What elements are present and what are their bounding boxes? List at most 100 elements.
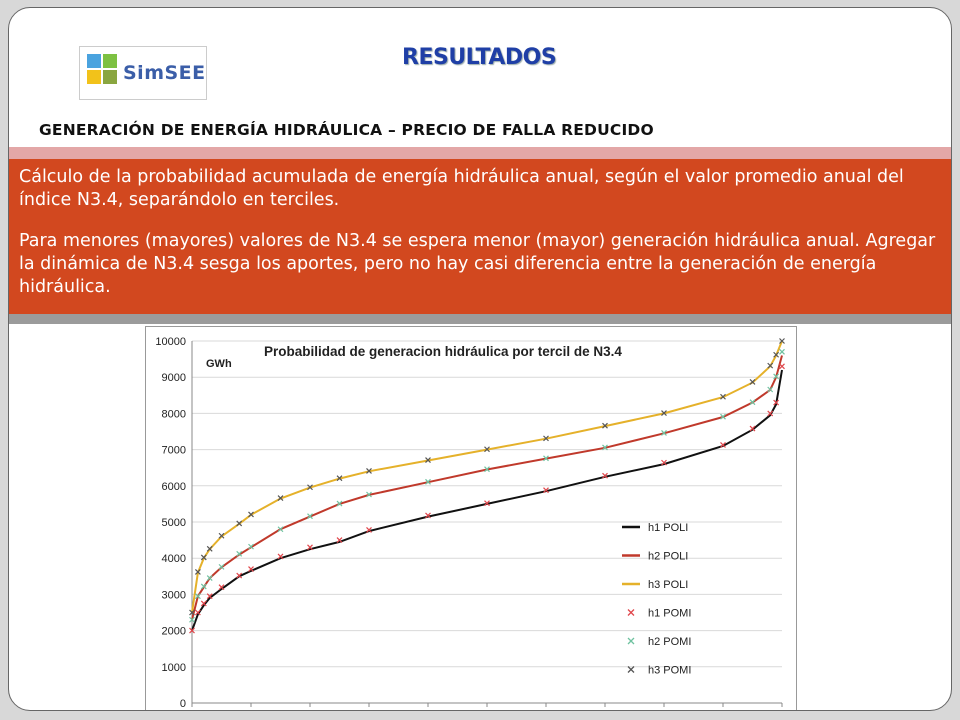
series-line-h3-poli xyxy=(191,340,783,613)
data-point-h3-pomi xyxy=(189,609,195,616)
text-banner xyxy=(9,159,951,314)
accent-bar-top xyxy=(9,147,951,159)
y-tick-label: 6000 xyxy=(162,481,186,493)
data-point-h3-pomi xyxy=(200,554,207,561)
data-point-h3-pomi xyxy=(779,338,785,344)
accent-bar-bottom xyxy=(9,314,951,324)
data-point-h3-pomi xyxy=(194,569,201,575)
data-point-h3-pomi xyxy=(206,545,213,552)
data-point-h1-pomi xyxy=(189,627,195,634)
data-point-h1-pomi xyxy=(194,609,201,616)
data-point-h2-pomi xyxy=(200,583,207,590)
data-point-h2-pomi xyxy=(767,386,774,393)
data-point-h2-pomi xyxy=(779,348,785,355)
y-tick-label: 9000 xyxy=(162,372,186,384)
data-point-h1-pomi xyxy=(206,593,213,600)
data-point-h1-pomi xyxy=(543,487,549,494)
data-point-h1-pomi xyxy=(248,566,254,572)
data-point-h2-pomi xyxy=(248,543,254,550)
data-point-h2-pomi xyxy=(773,373,780,380)
data-point-h3-pomi xyxy=(602,422,608,429)
paragraph-method: Cálculo de la probabilidad acumulada de … xyxy=(19,167,904,210)
legend-marker xyxy=(627,666,635,673)
data-point-h2-pomi xyxy=(720,413,726,420)
data-point-h2-pomi xyxy=(484,466,490,473)
data-point-h3-pomi xyxy=(773,351,780,358)
data-point-h3-pomi xyxy=(425,457,431,464)
legend-label: h3 POMI xyxy=(648,665,691,677)
page-title: RESULTADOS xyxy=(402,45,557,70)
y-tick-label: 5000 xyxy=(162,517,186,529)
data-point-h1-pomi xyxy=(277,553,284,560)
data-point-h1-pomi xyxy=(484,500,490,507)
paragraph-findings: Para menores (mayores) valores de N3.4 s… xyxy=(19,231,936,297)
legend-label: h1 POMI xyxy=(648,608,691,620)
data-point-h2-pomi xyxy=(366,491,372,498)
y-tick-label: 7000 xyxy=(162,445,186,457)
data-point-h1-pomi xyxy=(767,410,774,417)
data-point-h3-pomi xyxy=(248,511,254,518)
data-point-h1-pomi xyxy=(661,459,667,466)
legend-label: h2 POMI xyxy=(648,636,691,648)
data-point-h3-pomi xyxy=(484,446,490,453)
legend-label: h2 POLI xyxy=(648,551,688,563)
data-point-h1-pomi xyxy=(749,425,756,432)
data-point-h3-pomi xyxy=(236,520,243,527)
data-point-h1-pomi xyxy=(720,441,726,448)
legend-label: h3 POLI xyxy=(648,579,688,591)
y-tick-label: 2000 xyxy=(162,626,186,638)
y-tick-label: 4000 xyxy=(162,553,186,565)
data-point-h3-pomi xyxy=(307,484,313,491)
series-line-h2-poli xyxy=(191,355,783,620)
y-tick-label: 3000 xyxy=(162,589,186,601)
chart-title: Probabilidad de generacion hidráulica po… xyxy=(264,344,622,359)
data-point-h1-pomi xyxy=(366,527,372,533)
data-point-h1-pomi xyxy=(602,472,608,479)
simsee-logo: SimSEE xyxy=(79,46,207,100)
data-point-h2-pomi xyxy=(602,444,608,451)
probability-chart: 0 1000 2000 3000 4000 5000 6000 7000 8000 9000 100… xyxy=(145,326,797,710)
data-point-h3-pomi xyxy=(767,362,774,369)
logo-square-olive xyxy=(103,70,117,84)
data-point-h3-pomi xyxy=(661,410,667,416)
data-point-h3-pomi xyxy=(277,495,284,502)
slide: SimSEE RESULTADOS GENERACIÓN DE ENERGÍA … xyxy=(8,7,952,711)
chart-unit-label: GWh xyxy=(206,358,232,370)
data-point-h2-pomi xyxy=(236,550,243,557)
legend-marker xyxy=(627,637,635,645)
data-point-h2-pomi xyxy=(218,563,225,570)
data-point-h2-pomi xyxy=(425,478,431,485)
data-point-h1-pomi xyxy=(779,363,785,370)
data-point-h2-pomi xyxy=(336,500,343,507)
logo-square-blue xyxy=(87,54,101,68)
data-point-h1-pomi xyxy=(336,537,343,544)
legend-marker xyxy=(627,609,635,616)
section-subtitle: GENERACIÓN DE ENERGÍA HIDRÁULICA – PRECI… xyxy=(39,121,654,139)
data-point-h1-pomi xyxy=(236,572,243,579)
series-line-h1-poli xyxy=(191,369,783,631)
logo-frame xyxy=(79,46,207,100)
data-point-h3-pomi xyxy=(543,435,549,442)
data-point-h1-pomi xyxy=(773,399,780,406)
data-point-h3-pomi xyxy=(366,468,372,474)
legend-label: h1 POLI xyxy=(648,522,688,534)
y-tick-label: 8000 xyxy=(162,408,186,420)
data-point-h1-pomi xyxy=(200,600,207,607)
data-point-h2-pomi xyxy=(189,616,195,623)
data-point-h2-pomi xyxy=(543,455,549,462)
data-point-h2-pomi xyxy=(194,593,201,600)
data-point-h2-pomi xyxy=(661,430,667,436)
data-point-h2-pomi xyxy=(749,399,756,406)
data-point-h2-pomi xyxy=(277,526,284,533)
y-tick-label: 1000 xyxy=(162,662,186,674)
data-point-h3-pomi xyxy=(749,378,756,385)
y-tick-label: 0 xyxy=(180,698,186,710)
data-point-h1-pomi xyxy=(218,584,225,591)
data-point-h2-pomi xyxy=(206,575,213,582)
data-point-h3-pomi xyxy=(336,475,343,482)
data-point-h1-pomi xyxy=(307,544,313,551)
logo-text: SimSEE xyxy=(123,62,206,84)
logo-square-green xyxy=(103,54,117,68)
logo-square-yellow xyxy=(87,70,101,84)
data-point-h1-pomi xyxy=(425,512,431,519)
